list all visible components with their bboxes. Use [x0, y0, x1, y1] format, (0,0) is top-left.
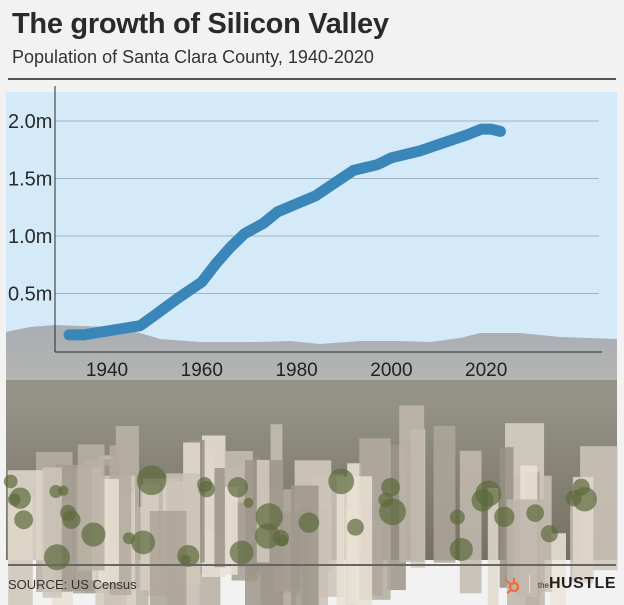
building [77, 444, 105, 571]
building [290, 485, 319, 605]
building [433, 425, 456, 563]
bottom-divider [8, 564, 616, 566]
tree [198, 480, 216, 498]
building [550, 533, 566, 605]
y-tick-label: 0.5m [8, 284, 52, 306]
building [487, 487, 499, 605]
source-note: SOURCE: US Census [8, 577, 137, 592]
logo-separator [528, 575, 530, 593]
tree [180, 554, 191, 566]
tree [328, 468, 355, 495]
tree [131, 530, 156, 555]
top-divider [8, 78, 616, 80]
tree [9, 487, 31, 509]
x-tick-label: 2000 [370, 360, 412, 381]
x-tick-label: 1960 [181, 360, 223, 381]
tree [81, 522, 106, 547]
y-tick-label: 1.0m [8, 226, 52, 248]
hubspot-sprocket-icon [504, 578, 520, 594]
tree [379, 498, 406, 526]
city-buildings [3, 405, 618, 605]
tree [14, 510, 34, 530]
tree [475, 480, 502, 507]
tree [136, 465, 167, 496]
tree [494, 506, 515, 527]
y-tick-label: 1.5m [8, 169, 52, 191]
population-line [63, 123, 506, 341]
tree [255, 503, 283, 531]
y-tick-label: 2.0m [8, 111, 52, 133]
tree [526, 504, 544, 522]
tree [347, 518, 364, 536]
tree [122, 532, 135, 545]
tree [227, 477, 249, 498]
chart-subtitle: Population of Santa Clara County, 1940-2… [12, 47, 374, 67]
brand-prefix: the [537, 581, 549, 590]
tree [3, 474, 18, 489]
brand-logo: theHUSTLE [503, 574, 616, 594]
tree [254, 523, 281, 549]
tree [298, 512, 320, 533]
x-tick-label: 1980 [275, 360, 317, 381]
tree [229, 540, 254, 565]
tree [44, 544, 70, 571]
building [399, 405, 425, 562]
tree [381, 477, 401, 497]
x-tick-label: 1940 [86, 360, 128, 381]
tree [540, 525, 558, 543]
x-tick-label: 2020 [465, 360, 507, 381]
tree [449, 537, 473, 562]
tree [572, 486, 597, 512]
tree [58, 485, 69, 496]
tree [449, 509, 465, 525]
brand-name: HUSTLE [549, 575, 616, 592]
tree [243, 497, 254, 508]
chart-title: The growth of Silicon Valley [12, 8, 389, 40]
building [336, 476, 373, 605]
tree [62, 510, 81, 529]
